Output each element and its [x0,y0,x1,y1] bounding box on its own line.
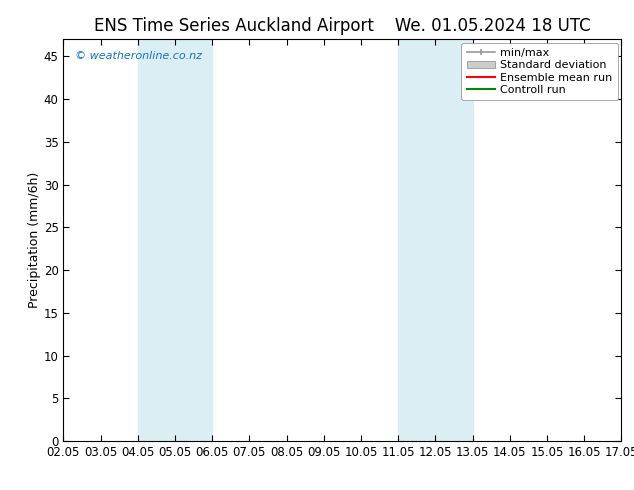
Text: © weatheronline.co.nz: © weatheronline.co.nz [75,51,202,61]
Bar [398,39,472,441]
Y-axis label: Precipitation (mm/6h): Precipitation (mm/6h) [28,172,41,308]
Legend: min/max, Standard deviation, Ensemble mean run, Controll run: min/max, Standard deviation, Ensemble me… [462,43,618,100]
Bar [138,39,212,441]
Title: ENS Time Series Auckland Airport    We. 01.05.2024 18 UTC: ENS Time Series Auckland Airport We. 01.… [94,17,591,35]
